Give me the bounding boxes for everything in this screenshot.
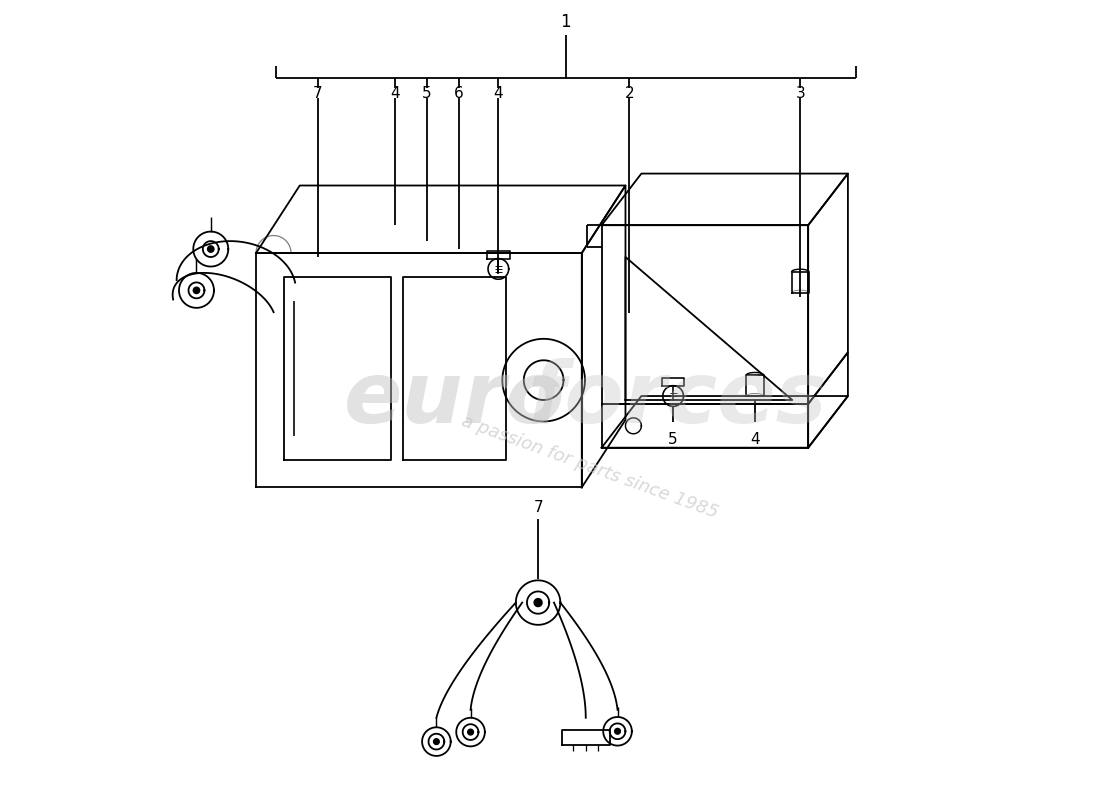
Text: 1: 1 — [561, 13, 571, 30]
Polygon shape — [468, 730, 473, 735]
Text: a passion for parts since 1985: a passion for parts since 1985 — [459, 413, 720, 522]
Text: euro: euro — [344, 358, 565, 442]
Text: 2: 2 — [625, 86, 635, 101]
Text: 5: 5 — [669, 432, 678, 446]
Text: 7: 7 — [314, 86, 322, 101]
Text: forces: forces — [527, 358, 827, 442]
Polygon shape — [194, 287, 200, 294]
Text: 4: 4 — [494, 86, 503, 101]
Text: 5: 5 — [422, 86, 431, 101]
Polygon shape — [615, 729, 620, 734]
Text: 6: 6 — [454, 86, 463, 101]
Text: 7: 7 — [534, 500, 543, 515]
Polygon shape — [208, 246, 214, 252]
Polygon shape — [535, 598, 542, 606]
Text: 3: 3 — [795, 86, 805, 101]
Polygon shape — [433, 738, 439, 745]
Text: 4: 4 — [390, 86, 400, 101]
Text: 4: 4 — [750, 432, 760, 446]
